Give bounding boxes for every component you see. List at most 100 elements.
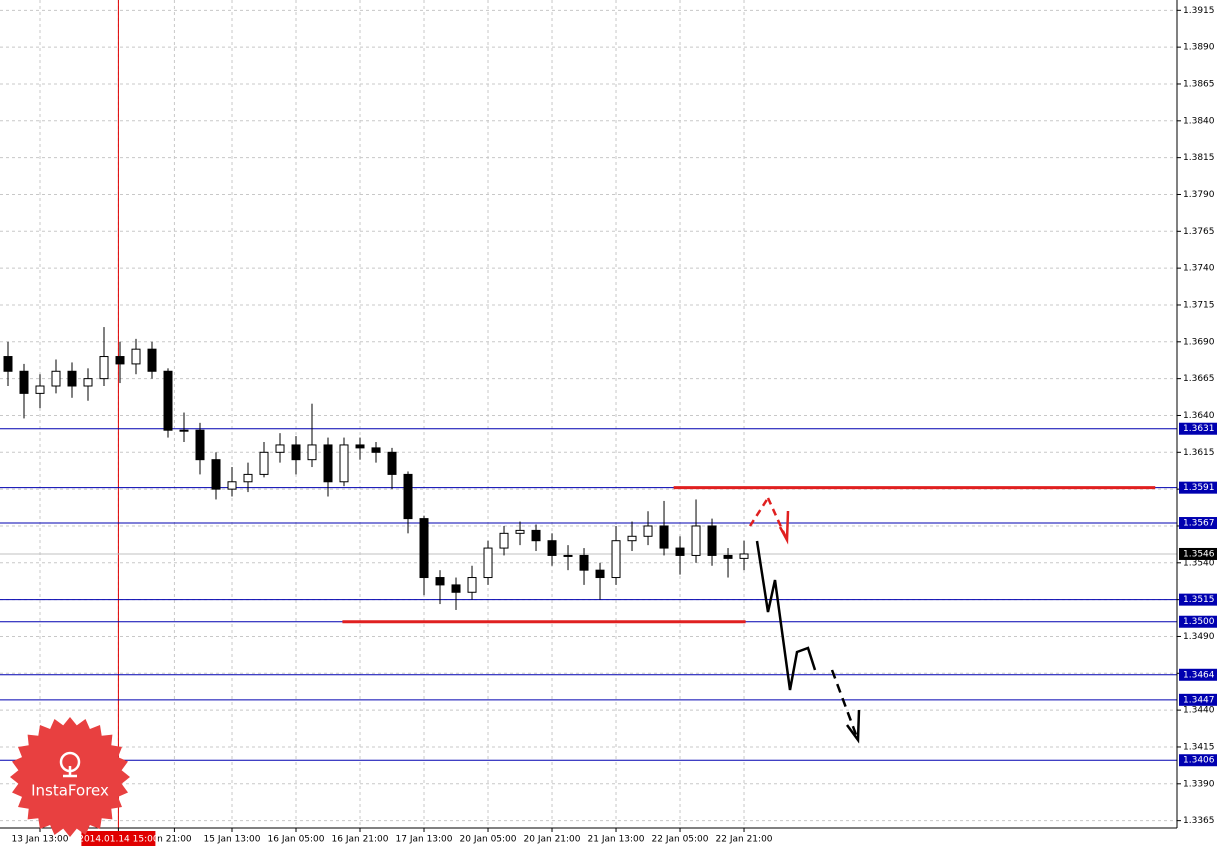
plot [0, 0, 1177, 828]
y-tick-label: 1.3490 [1183, 632, 1215, 642]
candle-body [243, 473, 253, 483]
candle-body [115, 356, 125, 365]
candle-body [419, 518, 429, 579]
x-tick-label: n 21:00 [157, 835, 192, 845]
level-label: 1.3515 [1183, 595, 1215, 605]
y-tick-label: 1.3915 [1183, 6, 1215, 16]
candle-body [67, 370, 77, 387]
candle-body [3, 356, 13, 372]
x-tick-label: 16 Jan 05:00 [268, 835, 325, 845]
level-label: 1.3406 [1183, 756, 1215, 766]
candle-body [131, 348, 141, 365]
arrowhead-red [778, 510, 790, 545]
y-tick-label: 1.3365 [1183, 816, 1215, 826]
candle-body [579, 554, 589, 571]
candle-body [435, 577, 445, 586]
candle-body [483, 547, 493, 579]
candle-body [723, 554, 733, 559]
candle-body [163, 370, 173, 431]
y-tick-label: 1.3640 [1183, 411, 1215, 421]
candle-body [259, 451, 269, 475]
y-tick-label: 1.3540 [1183, 558, 1215, 568]
candle-body [531, 529, 541, 542]
candle-body [307, 444, 317, 461]
y-tick-label: 1.3440 [1183, 706, 1215, 716]
candle-body [499, 532, 509, 549]
level-label: 1.3591 [1183, 483, 1215, 493]
y-tick-label: 1.3840 [1183, 116, 1215, 126]
candle-body [387, 451, 397, 475]
candle-body [467, 577, 477, 593]
candle-body [611, 540, 621, 579]
y-tick-label: 1.3415 [1183, 742, 1215, 752]
x-tick-label: 15 Jan 13:00 [204, 835, 261, 845]
x-tick-label: 17 Jan 13:00 [396, 835, 453, 845]
y-tick-label: 1.3790 [1183, 190, 1215, 200]
candle-body [275, 444, 285, 453]
y-tick-label: 1.3865 [1183, 79, 1215, 89]
logo-text: InstaForex [31, 782, 109, 800]
y-tick-label: 1.3765 [1183, 227, 1215, 237]
candle-body [371, 447, 381, 453]
x-tick-label: 2014.01.14 15:00 [78, 835, 159, 845]
candle-body [403, 473, 413, 520]
logo-icon [59, 751, 81, 778]
forecast-dashed [830, 669, 860, 741]
y-tick-label: 1.3615 [1183, 448, 1215, 458]
level-label: 1.3464 [1183, 670, 1215, 680]
candle-body [83, 378, 93, 387]
candle-body [739, 553, 749, 559]
candle-body [211, 459, 221, 490]
x-tick-label: 22 Jan 05:00 [652, 835, 709, 845]
candle-body [643, 525, 653, 537]
level-label-box [1179, 422, 1217, 435]
candle-body [707, 525, 717, 556]
logo: InstaForex [10, 717, 130, 837]
candle-body [547, 540, 557, 556]
price-label-box [1179, 547, 1217, 560]
candle-body [355, 444, 365, 449]
candle-body [227, 481, 237, 490]
x-tick-label: 22 Jan 21:00 [716, 835, 773, 845]
y-tick-label: 1.3815 [1183, 153, 1215, 163]
candle-body [99, 356, 109, 380]
level-label-box [1179, 517, 1217, 530]
y-tick-label: 1.3715 [1183, 300, 1215, 310]
level-label: 1.3631 [1183, 424, 1215, 434]
candle-body [595, 569, 605, 579]
level-label-box [1179, 693, 1217, 706]
candle-body [691, 525, 701, 556]
candle-body [339, 444, 349, 483]
forecast-path [755, 540, 817, 691]
candle-body [323, 444, 333, 483]
y-tick-label: 1.3665 [1183, 374, 1215, 384]
candle-body [35, 385, 45, 394]
candle-body [147, 348, 157, 372]
level-label: 1.3447 [1183, 695, 1215, 705]
level-label-box [1179, 668, 1217, 681]
candle-body [19, 370, 29, 394]
price-label: 1.3546 [1183, 549, 1215, 559]
y-tick-label: 1.3890 [1183, 43, 1215, 53]
arrowhead [845, 709, 861, 744]
x-label-highlight [81, 831, 156, 846]
candle-body [195, 429, 205, 461]
level-label-box [1179, 615, 1217, 628]
level-label: 1.3500 [1183, 617, 1215, 627]
y-tick-label: 1.3690 [1183, 337, 1215, 347]
candle-body [659, 525, 669, 549]
candle-body [563, 554, 573, 557]
candle-body [515, 529, 525, 534]
candle-body [451, 584, 461, 593]
x-tick-label: 20 Jan 05:00 [460, 835, 517, 845]
x-tick-label: 16 Jan 21:00 [332, 835, 389, 845]
candle-body [179, 429, 189, 432]
level-label-box [1179, 754, 1217, 767]
candle-body [627, 535, 637, 542]
candle-body [51, 370, 61, 387]
candle-body [675, 547, 685, 556]
